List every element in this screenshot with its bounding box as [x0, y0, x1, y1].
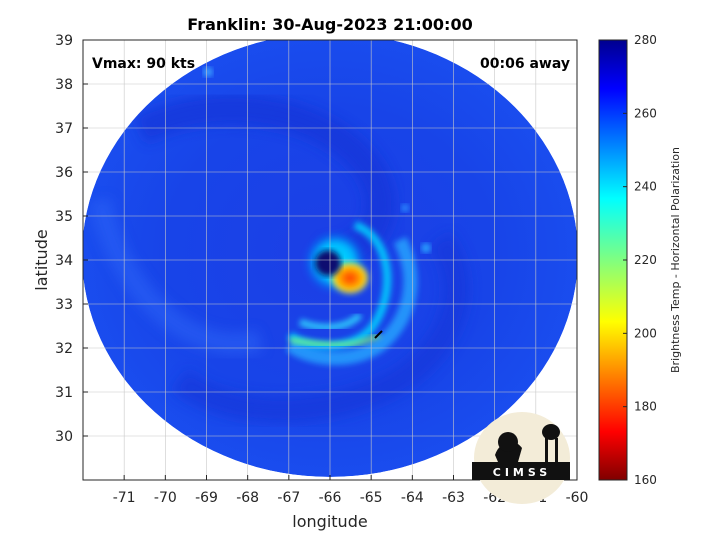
convective-cell-3 — [203, 67, 213, 77]
y-ticks: 30 31 32 33 34 35 36 37 38 39 — [55, 33, 88, 445]
warm-core — [330, 261, 370, 295]
x-tick-label: -66 — [319, 490, 342, 506]
x-tick-label: -68 — [236, 490, 259, 506]
colorbar-tick-label: 280 — [634, 33, 657, 47]
dark-band-2 — [171, 232, 470, 423]
colorbar-tick-label: 180 — [634, 400, 657, 414]
x-axis-label: longitude — [292, 512, 367, 531]
colorbar-label: Brightness Temp - Horizontal Polarizatio… — [669, 147, 682, 373]
x-tick-label: -67 — [277, 490, 300, 506]
convective-cell-1 — [421, 243, 431, 253]
x-tick-label: -69 — [195, 490, 218, 506]
rainband-tail — [298, 312, 363, 331]
y-tick-label: 34 — [55, 253, 73, 269]
y-tick-label: 33 — [55, 297, 73, 313]
x-tick-label: -63 — [442, 490, 465, 506]
y-tick-label: 38 — [55, 77, 73, 93]
colorbar-tick-label: 260 — [634, 106, 657, 120]
y-axis-label: latitude — [32, 229, 51, 290]
y-tick-label: 30 — [55, 429, 73, 445]
motion-marker — [374, 330, 383, 339]
chart-title: Franklin: 30-Aug-2023 21:00:00 — [187, 15, 472, 34]
vmax-annotation: Vmax: 90 kts — [92, 56, 195, 72]
colorbar — [598, 39, 628, 481]
y-tick-label: 31 — [55, 385, 73, 401]
x-tick-label: -71 — [113, 490, 136, 506]
x-tick-label: -64 — [401, 490, 424, 506]
colorbar-ticks: 160 180 200 220 240 260 280 — [623, 33, 657, 487]
storm-eye — [315, 250, 341, 276]
convective-cell-2 — [401, 204, 409, 212]
x-tick-label: -65 — [360, 490, 383, 506]
cimss-logo: CIMSS — [472, 412, 570, 504]
y-tick-label: 37 — [55, 121, 73, 137]
y-tick-label: 36 — [55, 165, 73, 181]
colorbar-tick-label: 240 — [634, 180, 657, 194]
colorbar-tick-label: 200 — [634, 326, 657, 340]
grid — [83, 40, 577, 480]
colorbar-tick-label: 220 — [634, 253, 657, 267]
colorbar-tick-label: 160 — [634, 473, 657, 487]
logo-text: CIMSS — [493, 466, 551, 479]
y-tick-label: 32 — [55, 341, 73, 357]
time-offset-annotation: 00:06 away — [480, 56, 570, 72]
y-tick-label: 35 — [55, 209, 73, 225]
rainband-outer — [285, 236, 418, 366]
x-tick-label: -70 — [154, 490, 177, 506]
x-tick-label: -60 — [566, 490, 589, 506]
y-tick-label: 39 — [55, 33, 73, 49]
